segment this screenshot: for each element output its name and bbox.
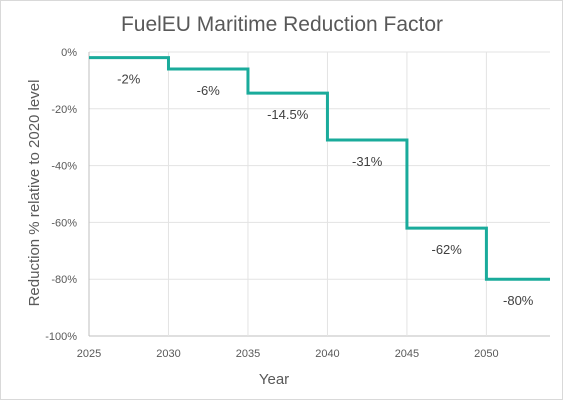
y-tick-label: -60% <box>51 217 77 229</box>
chart-title: FuelEU Maritime Reduction Factor <box>121 13 443 36</box>
y-tick-label: -20% <box>51 104 77 116</box>
x-axis-title: Year <box>259 371 289 388</box>
y-tick-label: -100% <box>45 331 77 343</box>
x-tick-label: 2035 <box>236 348 260 360</box>
x-tick-label: 2040 <box>315 348 339 360</box>
y-tick-label: -80% <box>51 274 77 286</box>
data-label: -62% <box>431 242 462 257</box>
data-label: -6% <box>197 83 221 98</box>
data-label: -2% <box>117 72 141 87</box>
grid-layer <box>88 51 550 337</box>
data-label: -14.5% <box>267 107 309 122</box>
series-line <box>89 56 550 281</box>
series-layer <box>89 56 550 281</box>
data-label: -31% <box>352 154 383 169</box>
y-axis-title: Reduction % relative to 2020 level <box>26 80 43 307</box>
label-layer: -2% -6% -14.5% -31% -62% -80% <box>117 72 534 309</box>
y-tick-label: -40% <box>51 161 77 173</box>
tick-layer: 0% -20% -40% -60% -80% -100%2025 2030 2035 2040 2… <box>45 47 498 360</box>
y-tick-label: 0% <box>61 47 77 59</box>
x-tick-label: 2025 <box>77 348 101 360</box>
x-tick-label: 2045 <box>395 348 419 360</box>
x-tick-label: 2050 <box>474 348 498 360</box>
x-tick-label: 2030 <box>156 348 180 360</box>
data-label: -80% <box>503 293 534 308</box>
